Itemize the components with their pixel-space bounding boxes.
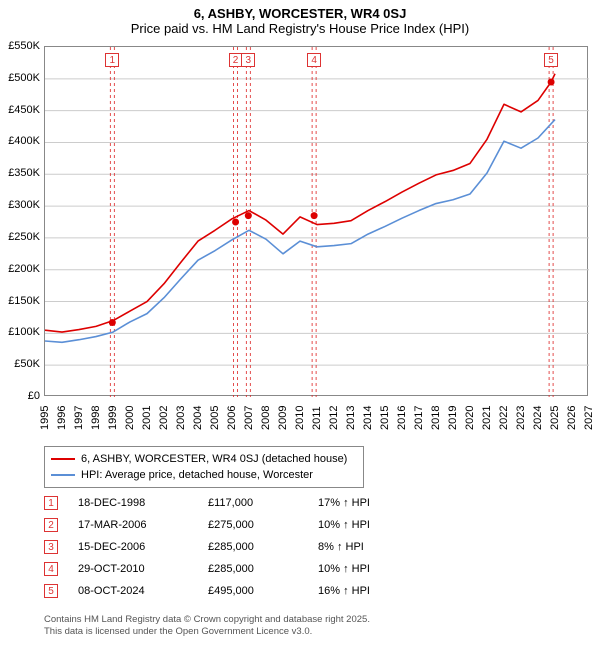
y-axis-label: £500K <box>8 72 40 84</box>
table-row: 2 17-MAR-2006 £275,000 10% ↑ HPI <box>44 514 474 536</box>
sale-pct: 17% ↑ HPI <box>318 497 438 509</box>
legend-label: 6, ASHBY, WORCESTER, WR4 0SJ (detached h… <box>81 453 347 465</box>
legend-item: 6, ASHBY, WORCESTER, WR4 0SJ (detached h… <box>51 451 357 467</box>
x-axis-label: 2009 <box>277 400 289 436</box>
x-axis-label: 2000 <box>124 400 136 436</box>
title-address: 6, ASHBY, WORCESTER, WR4 0SJ <box>0 6 600 21</box>
y-axis-label: £100K <box>8 326 40 338</box>
x-axis-label: 2026 <box>566 400 578 436</box>
chart-marker-num: 5 <box>544 53 558 67</box>
sale-price: £285,000 <box>208 563 318 575</box>
chart-container: 6, ASHBY, WORCESTER, WR4 0SJ Price paid … <box>0 0 600 650</box>
y-axis-label: £400K <box>8 135 40 147</box>
sale-marker-num: 4 <box>44 562 58 576</box>
x-axis-label: 2008 <box>260 400 272 436</box>
chart-marker-num: 3 <box>241 53 255 67</box>
x-axis-label: 2018 <box>430 400 442 436</box>
y-axis-label: £350K <box>8 167 40 179</box>
sale-marker-num: 2 <box>44 518 58 532</box>
x-axis-label: 2013 <box>345 400 357 436</box>
legend: 6, ASHBY, WORCESTER, WR4 0SJ (detached h… <box>44 446 364 488</box>
legend-label: HPI: Average price, detached house, Worc… <box>81 469 313 481</box>
footer-attribution: Contains HM Land Registry data © Crown c… <box>44 614 564 638</box>
x-axis-label: 1996 <box>56 400 68 436</box>
sale-price: £275,000 <box>208 519 318 531</box>
x-axis-label: 2025 <box>549 400 561 436</box>
table-row: 5 08-OCT-2024 £495,000 16% ↑ HPI <box>44 580 474 602</box>
sale-date: 18-DEC-1998 <box>78 497 208 509</box>
sale-pct: 10% ↑ HPI <box>318 519 438 531</box>
sale-pct: 16% ↑ HPI <box>318 585 438 597</box>
x-axis-label: 2015 <box>379 400 391 436</box>
table-row: 4 29-OCT-2010 £285,000 10% ↑ HPI <box>44 558 474 580</box>
x-axis-label: 2019 <box>447 400 459 436</box>
title-block: 6, ASHBY, WORCESTER, WR4 0SJ Price paid … <box>0 0 600 38</box>
sale-date: 15-DEC-2006 <box>78 541 208 553</box>
sale-price: £285,000 <box>208 541 318 553</box>
x-axis-label: 2011 <box>311 400 323 436</box>
x-axis-label: 2006 <box>226 400 238 436</box>
sale-pct: 10% ↑ HPI <box>318 563 438 575</box>
x-axis-label: 2010 <box>294 400 306 436</box>
x-axis-label: 2023 <box>515 400 527 436</box>
sale-marker-num: 3 <box>44 540 58 554</box>
y-axis-label: £450K <box>8 104 40 116</box>
x-axis-label: 2001 <box>141 400 153 436</box>
x-axis-label: 2007 <box>243 400 255 436</box>
y-axis-label: £550K <box>8 40 40 52</box>
x-axis-label: 2021 <box>481 400 493 436</box>
table-row: 1 18-DEC-1998 £117,000 17% ↑ HPI <box>44 492 474 514</box>
y-axis-label: £300K <box>8 199 40 211</box>
x-axis-label: 2017 <box>413 400 425 436</box>
title-subtitle: Price paid vs. HM Land Registry's House … <box>0 21 600 36</box>
x-axis-label: 2020 <box>464 400 476 436</box>
sales-table: 1 18-DEC-1998 £117,000 17% ↑ HPI 2 17-MA… <box>44 492 474 602</box>
x-axis-label: 2004 <box>192 400 204 436</box>
sale-price: £495,000 <box>208 585 318 597</box>
sale-marker-num: 5 <box>44 584 58 598</box>
legend-item: HPI: Average price, detached house, Worc… <box>51 467 357 483</box>
sale-price: £117,000 <box>208 497 318 509</box>
x-axis-label: 1995 <box>39 400 51 436</box>
sale-marker-num: 1 <box>44 496 58 510</box>
sale-date: 08-OCT-2024 <box>78 585 208 597</box>
sale-pct: 8% ↑ HPI <box>318 541 438 553</box>
y-axis-label: £50K <box>14 358 40 370</box>
chart-svg <box>45 47 589 397</box>
x-axis-label: 2016 <box>396 400 408 436</box>
x-axis-label: 2003 <box>175 400 187 436</box>
y-axis-label: £250K <box>8 231 40 243</box>
chart-plot-area: 12345 <box>44 46 588 396</box>
x-axis-label: 2024 <box>532 400 544 436</box>
x-axis-label: 2002 <box>158 400 170 436</box>
y-axis-label: £150K <box>8 295 40 307</box>
footer-line1: Contains HM Land Registry data © Crown c… <box>44 614 564 626</box>
x-axis-label: 2027 <box>583 400 595 436</box>
x-axis-label: 2014 <box>362 400 374 436</box>
x-axis-label: 1997 <box>73 400 85 436</box>
x-axis-label: 2022 <box>498 400 510 436</box>
x-axis-label: 2005 <box>209 400 221 436</box>
sale-date: 29-OCT-2010 <box>78 563 208 575</box>
x-axis-label: 2012 <box>328 400 340 436</box>
legend-swatch <box>51 474 75 476</box>
chart-marker-num: 4 <box>307 53 321 67</box>
x-axis-label: 1999 <box>107 400 119 436</box>
table-row: 3 15-DEC-2006 £285,000 8% ↑ HPI <box>44 536 474 558</box>
legend-swatch <box>51 458 75 460</box>
x-axis-label: 1998 <box>90 400 102 436</box>
chart-marker-num: 1 <box>105 53 119 67</box>
sale-date: 17-MAR-2006 <box>78 519 208 531</box>
footer-line2: This data is licensed under the Open Gov… <box>44 626 564 638</box>
y-axis-label: £200K <box>8 263 40 275</box>
